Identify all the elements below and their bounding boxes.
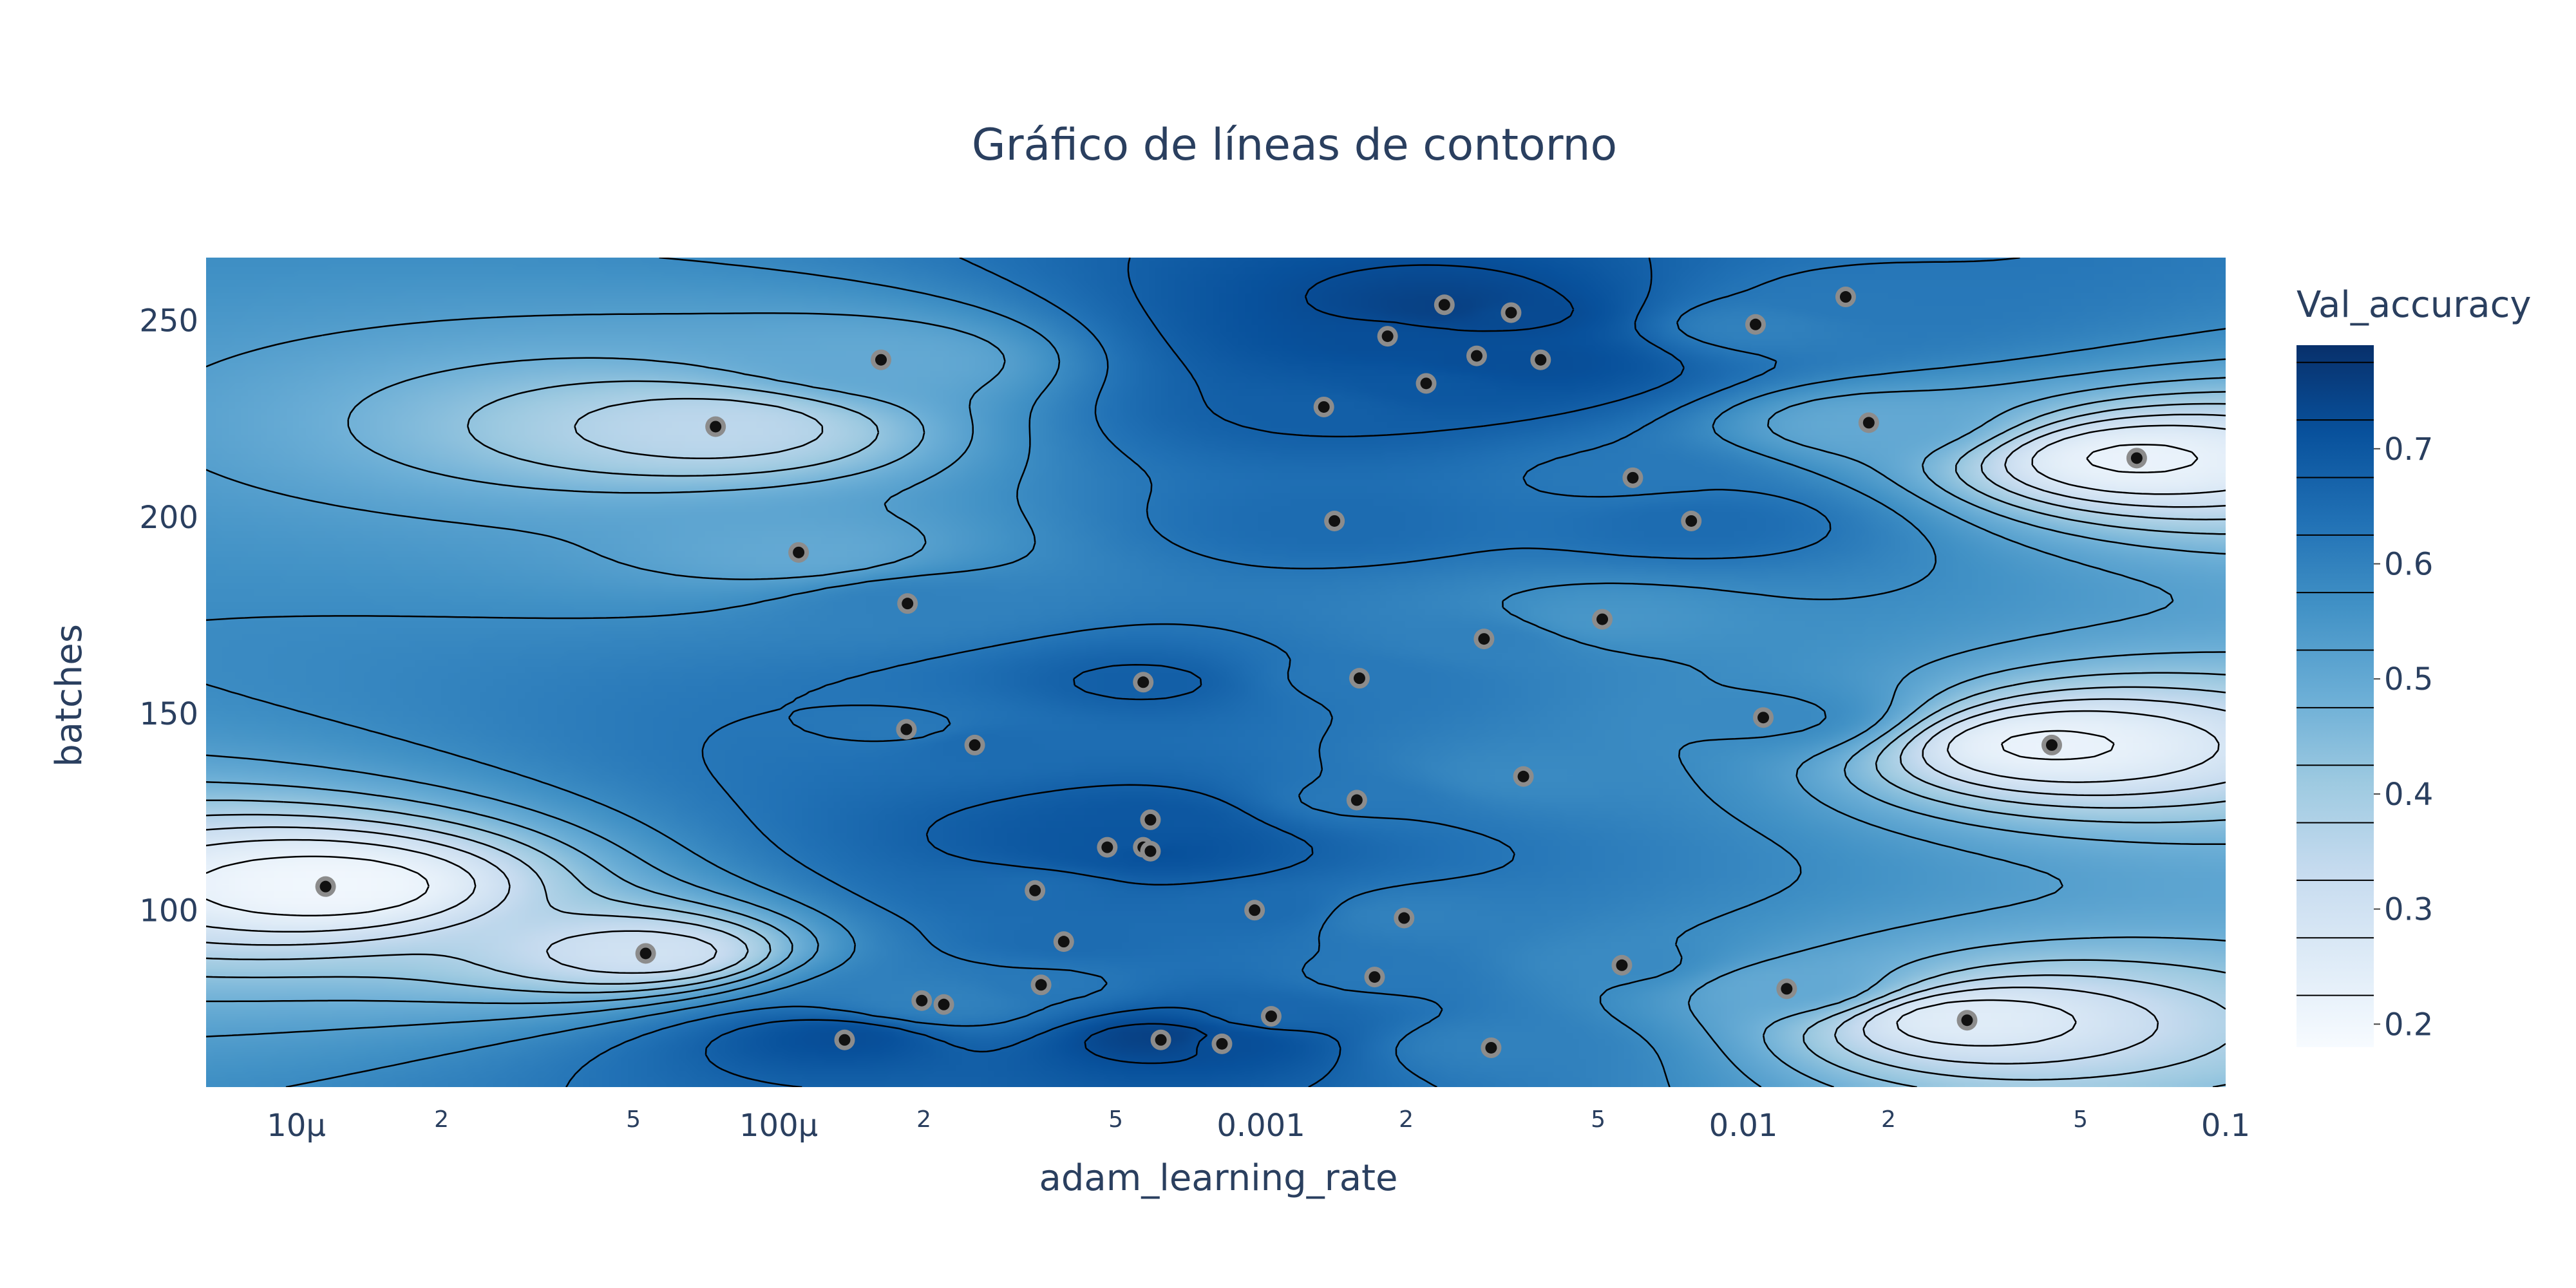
colorbar-tick-label: 0.4 [2384,777,2433,813]
x-tick-label: 2 [434,1106,449,1133]
y-tick-label: 250 [139,303,198,339]
data-point [896,719,917,740]
data-point [1416,373,1437,394]
data-point [635,943,656,964]
y-tick-label: 150 [139,696,198,732]
colorbar-tick-label: 0.5 [2384,661,2433,697]
data-point [1030,974,1052,996]
data-point [1377,326,1398,347]
data-point [1835,287,1856,308]
data-point [1260,1006,1282,1027]
contour-line [705,258,1685,1087]
data-point [315,876,336,897]
data-point [1324,510,1345,531]
colorbar-tick-label: 0.2 [2384,1007,2433,1043]
data-point [1530,349,1551,370]
data-point [1776,978,1797,999]
data-point [1097,837,1118,858]
x-tick-label: 0.001 [1217,1108,1305,1144]
x-tick-label: 5 [626,1106,641,1133]
data-point [1364,967,1385,988]
plot-area [206,258,2226,1087]
data-point [1349,668,1370,689]
contour-line [206,380,2226,1087]
data-point [933,994,954,1015]
data-point [911,990,933,1011]
colorbar-gradient [2297,345,2374,1047]
x-tick-label: 2 [1399,1106,1414,1133]
data-point [1473,629,1495,650]
contour-line [206,397,2226,1081]
data-point [1466,345,1487,366]
y-axis-title: batches [48,624,90,767]
data-point [1513,766,1534,787]
y-tick-label: 100 [139,893,198,929]
contour-line [206,444,2199,917]
data-point [964,734,985,755]
data-point [1434,294,1455,316]
contour-line [206,357,2226,1087]
colorbar-tick-label: 0.7 [2384,431,2433,468]
data-point [2041,734,2062,755]
x-tick-label: 0.01 [1709,1108,1778,1144]
x-tick-label: 5 [2073,1106,2088,1133]
data-point [788,542,810,563]
colorbar-tick-label: 0.6 [2384,547,2433,583]
data-point [1753,707,1774,728]
contour-line [206,312,2226,1087]
x-axis-title: adam_learning_rate [1039,1157,1398,1199]
colorbar-title: Val_accuracy [2297,284,2532,326]
x-tick-label: 5 [1591,1106,1605,1133]
colorbar-tick-label: 0.3 [2384,892,2433,928]
data-point [1140,840,1161,862]
contour-fill [206,258,2226,1087]
y-axis-ticks: 100 150 200 250 [139,303,198,929]
contour-line [206,424,2226,1047]
contour-line [206,258,2226,1087]
data-point [2126,448,2147,469]
data-point [871,349,892,370]
data-point [1592,609,1613,630]
data-point [1745,314,1766,335]
contour-line [565,258,2020,1087]
data-point [1346,790,1367,811]
data-point [1622,467,1643,488]
data-point [1501,302,1522,323]
x-tick-label: 2 [916,1106,931,1133]
data-point [1211,1033,1233,1054]
x-tick-label: 10μ [267,1108,326,1144]
data-point [1053,931,1074,952]
contour-lines [206,258,2226,1087]
data-point [1611,954,1633,976]
chart-title: Gráfico de líneas de contorno [972,120,1617,171]
data-point [1025,880,1046,901]
x-tick-label: 2 [1881,1106,1896,1133]
data-point [1313,396,1334,417]
data-point [897,593,918,614]
y-tick-label: 200 [139,500,198,536]
data-point [1133,672,1154,693]
data-point [1858,412,1879,433]
contour-line [206,413,2226,1065]
colorbar-ticks: 0.2 0.3 0.4 0.5 0.6 0.7 [2297,361,2433,1043]
data-point [1956,1010,1978,1031]
x-tick-label: 5 [1108,1106,1123,1133]
data-point [1481,1037,1502,1058]
x-axis-ticks: 10μ 2 5 100μ 2 5 0.001 2 5 0.01 2 5 0.1 [267,1106,2250,1144]
contour-line [1084,264,1575,1065]
x-tick-label: 100μ [739,1108,818,1144]
colorbar: Val_accuracy 0.2 0.3 0.4 0.5 0.6 0.7 [2297,284,2532,1047]
data-point [1394,907,1415,929]
data-point [705,416,726,437]
data-point [1244,900,1265,921]
data-point [1140,809,1161,830]
data-point [834,1029,855,1050]
x-tick-label: 0.1 [2201,1108,2250,1144]
data-point [1681,510,1702,531]
data-point [1150,1029,1171,1050]
trial-points [315,287,2147,1058]
